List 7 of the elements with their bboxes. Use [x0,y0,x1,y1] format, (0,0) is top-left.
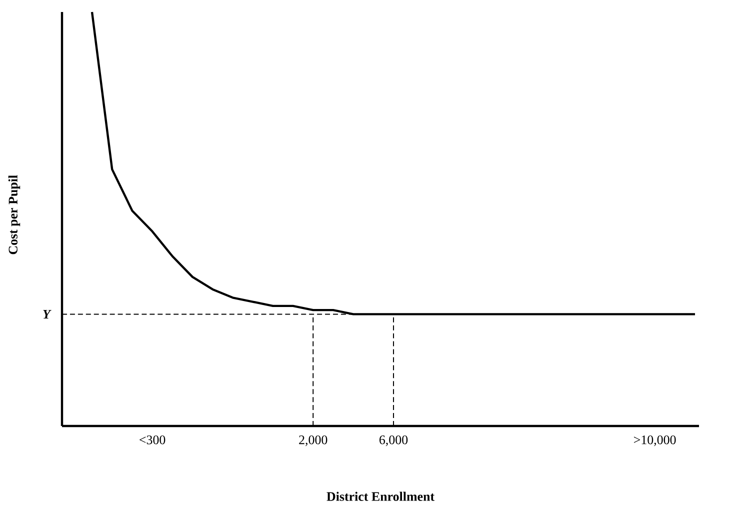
x-tick-label: 6,000 [380,435,408,446]
x-axis-title: District Enrollment [326,492,434,501]
x-tick-label: >10,000 [634,435,676,446]
x-tick-label: 2,000 [299,435,328,446]
y-axis-title: Cost per Pupil [8,175,20,254]
x-tick-label: <300 [140,435,166,444]
ref-line-label: Y [43,310,52,318]
